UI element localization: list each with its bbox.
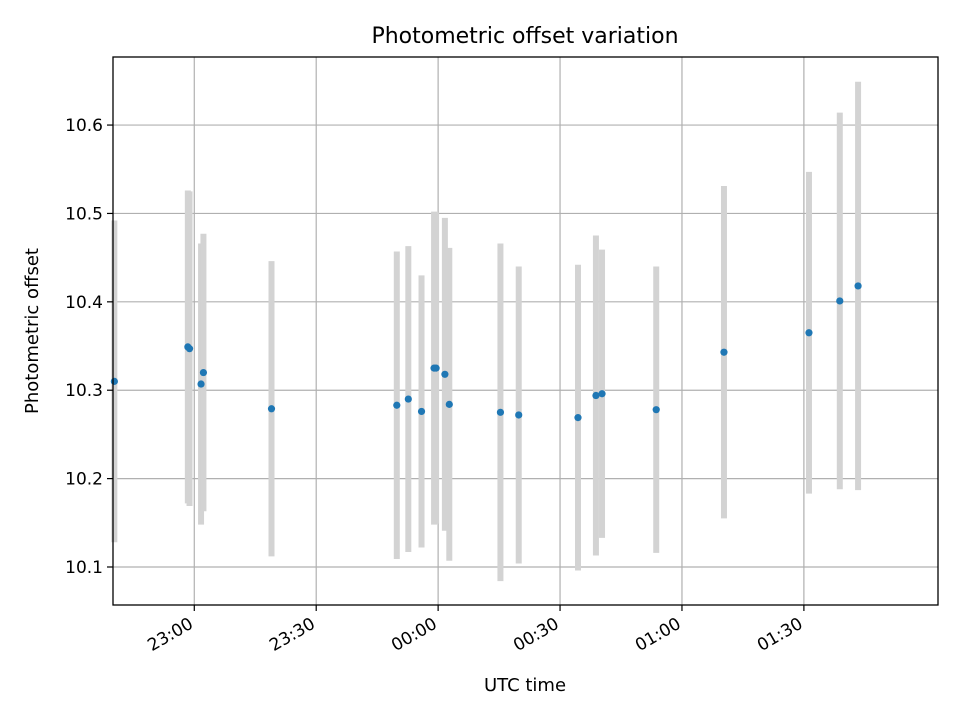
- data-point: [592, 391, 600, 400]
- y-axis-ticks: 10.1 10.2 10.3 10.4 10.5 10.6: [65, 116, 113, 578]
- data-point: [720, 348, 728, 356]
- data-point: [197, 380, 205, 388]
- grid: [113, 57, 938, 605]
- data-point: [267, 405, 276, 413]
- data-point: [805, 329, 813, 337]
- data-point: [652, 406, 660, 414]
- data-point: [417, 407, 426, 416]
- data-point: [110, 377, 118, 385]
- data-point: [404, 395, 412, 403]
- y-tick-label: 10.5: [65, 204, 103, 224]
- data-point: [432, 364, 440, 372]
- plot-frame: [112, 56, 939, 606]
- y-tick-label: 10.3: [65, 381, 103, 401]
- data-point: [441, 370, 449, 378]
- data-point: [574, 414, 582, 422]
- y-axis-label: Photometric offset: [22, 248, 43, 414]
- data-point: [836, 297, 844, 305]
- data-point: [393, 401, 401, 409]
- chart-title: Photometric offset variation: [371, 24, 678, 49]
- data-point: [185, 345, 194, 353]
- data-point: [445, 400, 453, 408]
- data-point: [854, 282, 862, 290]
- y-tick-label: 10.2: [65, 470, 103, 490]
- data-point: [598, 390, 606, 398]
- data-points: [110, 282, 862, 422]
- data-point: [199, 368, 208, 377]
- y-tick-label: 10.6: [65, 116, 103, 136]
- y-tick-label: 10.1: [65, 558, 103, 578]
- data-point: [515, 411, 523, 419]
- x-axis-label: UTC time: [484, 675, 566, 696]
- y-tick-label: 10.4: [65, 293, 103, 313]
- data-point: [496, 408, 505, 416]
